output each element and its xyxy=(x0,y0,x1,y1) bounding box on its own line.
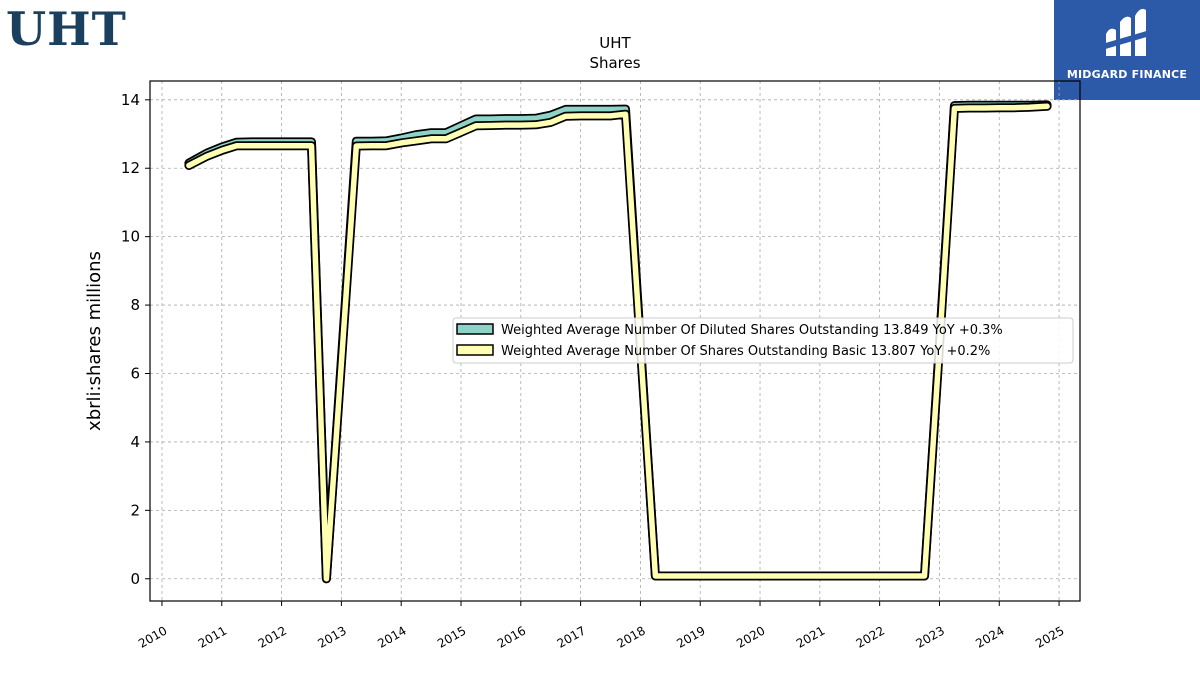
y-axis-label: xbrli:shares millions xyxy=(84,251,105,431)
y-tick-label: 12 xyxy=(121,159,140,177)
x-tick-label: 2018 xyxy=(614,623,647,650)
x-tick-label: 2017 xyxy=(555,623,588,650)
brand-name: MIDGARD FINANCE xyxy=(1066,68,1188,81)
y-tick-label: 6 xyxy=(130,365,140,383)
x-tick-label: 2016 xyxy=(495,623,528,650)
x-tick-label: 2025 xyxy=(1033,623,1066,650)
x-tick-label: 2015 xyxy=(435,623,468,650)
x-tick-label: 2019 xyxy=(674,623,707,650)
legend-swatch xyxy=(456,323,494,335)
brand-logo: MIDGARD FINANCE xyxy=(1054,0,1200,100)
plot-frame xyxy=(149,80,1081,602)
x-tick-label: 2024 xyxy=(973,623,1006,650)
chart-subtitle: Shares xyxy=(589,54,640,72)
y-tick-label: 8 xyxy=(130,296,140,314)
x-tick-label: 2023 xyxy=(913,623,946,650)
x-tick-label: 2021 xyxy=(794,623,827,650)
y-tick-label: 10 xyxy=(121,228,140,246)
legend-swatch xyxy=(456,344,494,356)
x-tick-label: 2013 xyxy=(315,623,348,650)
x-tick-label: 2020 xyxy=(734,623,767,650)
x-tick-label: 2010 xyxy=(136,623,169,650)
x-tick-label: 2014 xyxy=(375,623,408,650)
x-tick-label: 2012 xyxy=(256,623,289,650)
x-tick-label: 2011 xyxy=(196,623,229,650)
legend-entry: Weighted Average Number Of Diluted Share… xyxy=(501,323,1003,338)
series-lines xyxy=(184,100,1052,584)
series-2-line xyxy=(186,103,1050,582)
legend-entry: Weighted Average Number Of Shares Outsta… xyxy=(501,344,990,359)
x-tick-label: 2022 xyxy=(854,623,887,650)
ticker-title: UHT xyxy=(6,2,127,56)
chart-title: UHT xyxy=(599,34,631,52)
y-tick-label: 4 xyxy=(130,433,140,451)
y-tick-label: 2 xyxy=(130,501,140,519)
y-axis: 0 2 4 6 8 10 12 14 xyxy=(121,91,150,588)
y-tick-label: 14 xyxy=(121,91,140,109)
legend-box xyxy=(452,317,1074,364)
y-tick-label: 0 xyxy=(130,570,140,588)
legend: Weighted Average Number Of Diluted Share… xyxy=(452,317,1074,364)
x-axis: 2010 2011 2012 2013 2014 2015 2016 2017 2018 2019… xyxy=(136,601,1067,651)
midgard-logo-icon xyxy=(1102,8,1150,57)
